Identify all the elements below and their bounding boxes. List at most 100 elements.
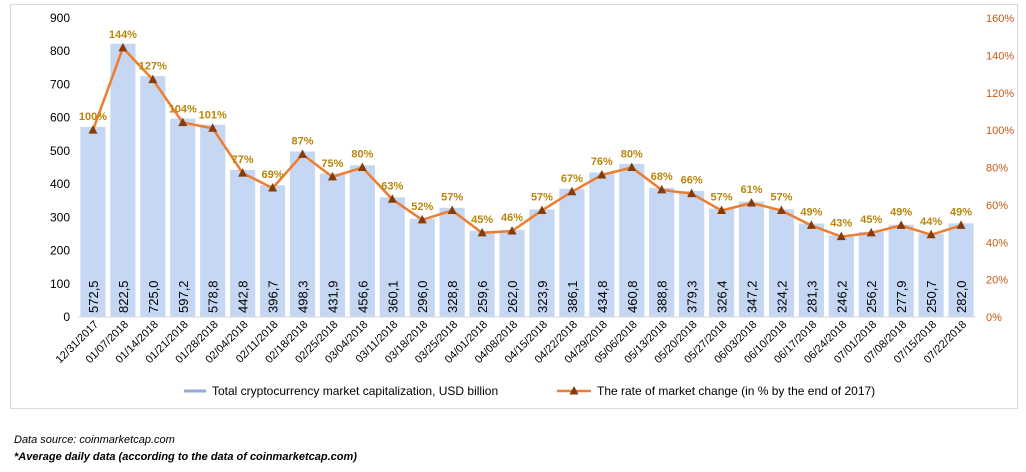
bar xyxy=(589,172,615,317)
rate-marker xyxy=(477,227,487,237)
rate-marker xyxy=(896,220,906,229)
rate-value-label: 80% xyxy=(621,149,643,161)
y-left-tick-label: 400 xyxy=(50,177,70,191)
rate-marker xyxy=(268,183,278,192)
bar-value-label: 323,9 xyxy=(535,280,550,313)
bar-value-label: 578,8 xyxy=(206,280,221,313)
bar xyxy=(110,43,136,317)
rate-value-label: 127% xyxy=(139,61,167,73)
rate-value-label: 57% xyxy=(441,191,463,203)
bar-value-label: 572,5 xyxy=(86,280,101,313)
bar-value-label: 460,8 xyxy=(625,280,640,313)
combo-chart: 0 100 200 300 400 500 600 700 800 900 0% 20% 40% 60% 8… xyxy=(50,11,1014,398)
bar xyxy=(679,190,705,317)
bar-value-label: 246,2 xyxy=(834,280,849,313)
y-left-tick-label: 600 xyxy=(50,111,70,125)
bar-value-label: 725,0 xyxy=(146,280,161,313)
rate-marker xyxy=(926,229,936,239)
rate-value-label: 44% xyxy=(920,216,942,228)
rate-marker xyxy=(208,123,218,132)
bar-value-label: 262,0 xyxy=(505,280,520,313)
rate-marker xyxy=(88,125,98,134)
rate-value-label: 57% xyxy=(711,191,733,203)
rate-value-label: 49% xyxy=(950,206,972,218)
rate-value-label: 45% xyxy=(860,214,882,226)
bar-value-label: 259,6 xyxy=(475,280,490,313)
y-left-tick-label: 800 xyxy=(50,44,70,58)
bar xyxy=(439,207,465,317)
y-right-tick-label: 140% xyxy=(986,50,1014,62)
bar xyxy=(828,235,854,317)
rate-value-label: 100% xyxy=(79,111,107,123)
bar-value-label: 396,7 xyxy=(266,280,281,313)
bar-value-label: 442,8 xyxy=(236,280,251,313)
rate-marker xyxy=(717,205,727,214)
rate-value-label: 76% xyxy=(591,156,613,168)
rate-marker xyxy=(657,184,667,194)
bar xyxy=(649,187,675,317)
rate-value-label: 46% xyxy=(501,212,523,224)
bar xyxy=(918,233,944,317)
rate-line xyxy=(91,45,962,238)
y-left-tick-label: 200 xyxy=(50,244,70,258)
rate-value-label: 57% xyxy=(531,191,553,203)
rate-marker xyxy=(687,188,697,198)
rate-marker xyxy=(327,171,337,181)
y-right-tick-label: 0% xyxy=(986,312,1002,324)
bar-value-label: 250,7 xyxy=(924,280,939,313)
rate-value-label: 52% xyxy=(411,201,433,213)
rate-value-label: 61% xyxy=(740,184,762,196)
rate-marker xyxy=(507,226,517,235)
y-right-tick-label: 100% xyxy=(986,125,1014,137)
bar xyxy=(469,230,495,317)
y-left-tick-label: 0 xyxy=(63,310,70,324)
rate-value-label: 45% xyxy=(471,214,493,226)
bar-value-label: 386,1 xyxy=(565,280,580,313)
rate-marker xyxy=(866,227,876,237)
bar xyxy=(708,208,735,317)
rate-marker xyxy=(178,117,188,127)
bar xyxy=(289,151,316,317)
bar-value-label: 456,6 xyxy=(355,280,370,313)
y-left-tick-label: 500 xyxy=(50,144,70,158)
rate-marker xyxy=(298,149,307,158)
rate-marker xyxy=(956,220,966,229)
chart-frame: 0 100 200 300 400 500 600 700 800 900 0% 20% 40% 60% 8… xyxy=(10,4,1018,409)
bar-value-label: 296,0 xyxy=(415,280,430,313)
rate-marker xyxy=(597,169,607,179)
rate-marker xyxy=(238,168,248,177)
rate-marker xyxy=(836,231,846,241)
bar xyxy=(200,124,226,317)
rate-value-label: 49% xyxy=(890,206,912,218)
rate-value-label: 57% xyxy=(770,191,792,203)
bar xyxy=(798,223,824,317)
bar-value-label: 281,3 xyxy=(804,280,819,313)
rate-marker xyxy=(387,194,397,203)
rate-value-label: 67% xyxy=(561,173,583,185)
rate-value-label: 104% xyxy=(169,104,197,116)
bar-value-label: 256,2 xyxy=(864,280,879,313)
bar xyxy=(738,201,765,317)
legend-bar-label: Total cryptocurrency market capitalizati… xyxy=(212,384,498,398)
rate-value-label: 63% xyxy=(381,180,403,192)
rate-value-label: 77% xyxy=(232,154,254,166)
bar-value-label: 326,4 xyxy=(715,280,730,313)
rate-value-label: 69% xyxy=(262,169,284,181)
bar xyxy=(409,218,435,317)
rate-marker xyxy=(447,205,457,214)
bar xyxy=(140,76,166,317)
bar xyxy=(259,185,286,317)
bar xyxy=(349,165,375,317)
rate-marker xyxy=(118,42,128,52)
bar xyxy=(170,118,196,317)
rate-value-label: 66% xyxy=(681,175,703,187)
bar xyxy=(379,197,405,317)
y-right-tick-label: 20% xyxy=(986,275,1008,287)
legend-line-marker xyxy=(569,386,579,395)
y-left-tick-label: 900 xyxy=(50,11,70,25)
rate-value-label: 87% xyxy=(291,135,313,147)
bar xyxy=(559,188,585,317)
rate-value-label: 68% xyxy=(651,171,673,183)
y-left-tick-label: 300 xyxy=(50,210,70,224)
bar-value-label: 324,2 xyxy=(774,280,789,313)
